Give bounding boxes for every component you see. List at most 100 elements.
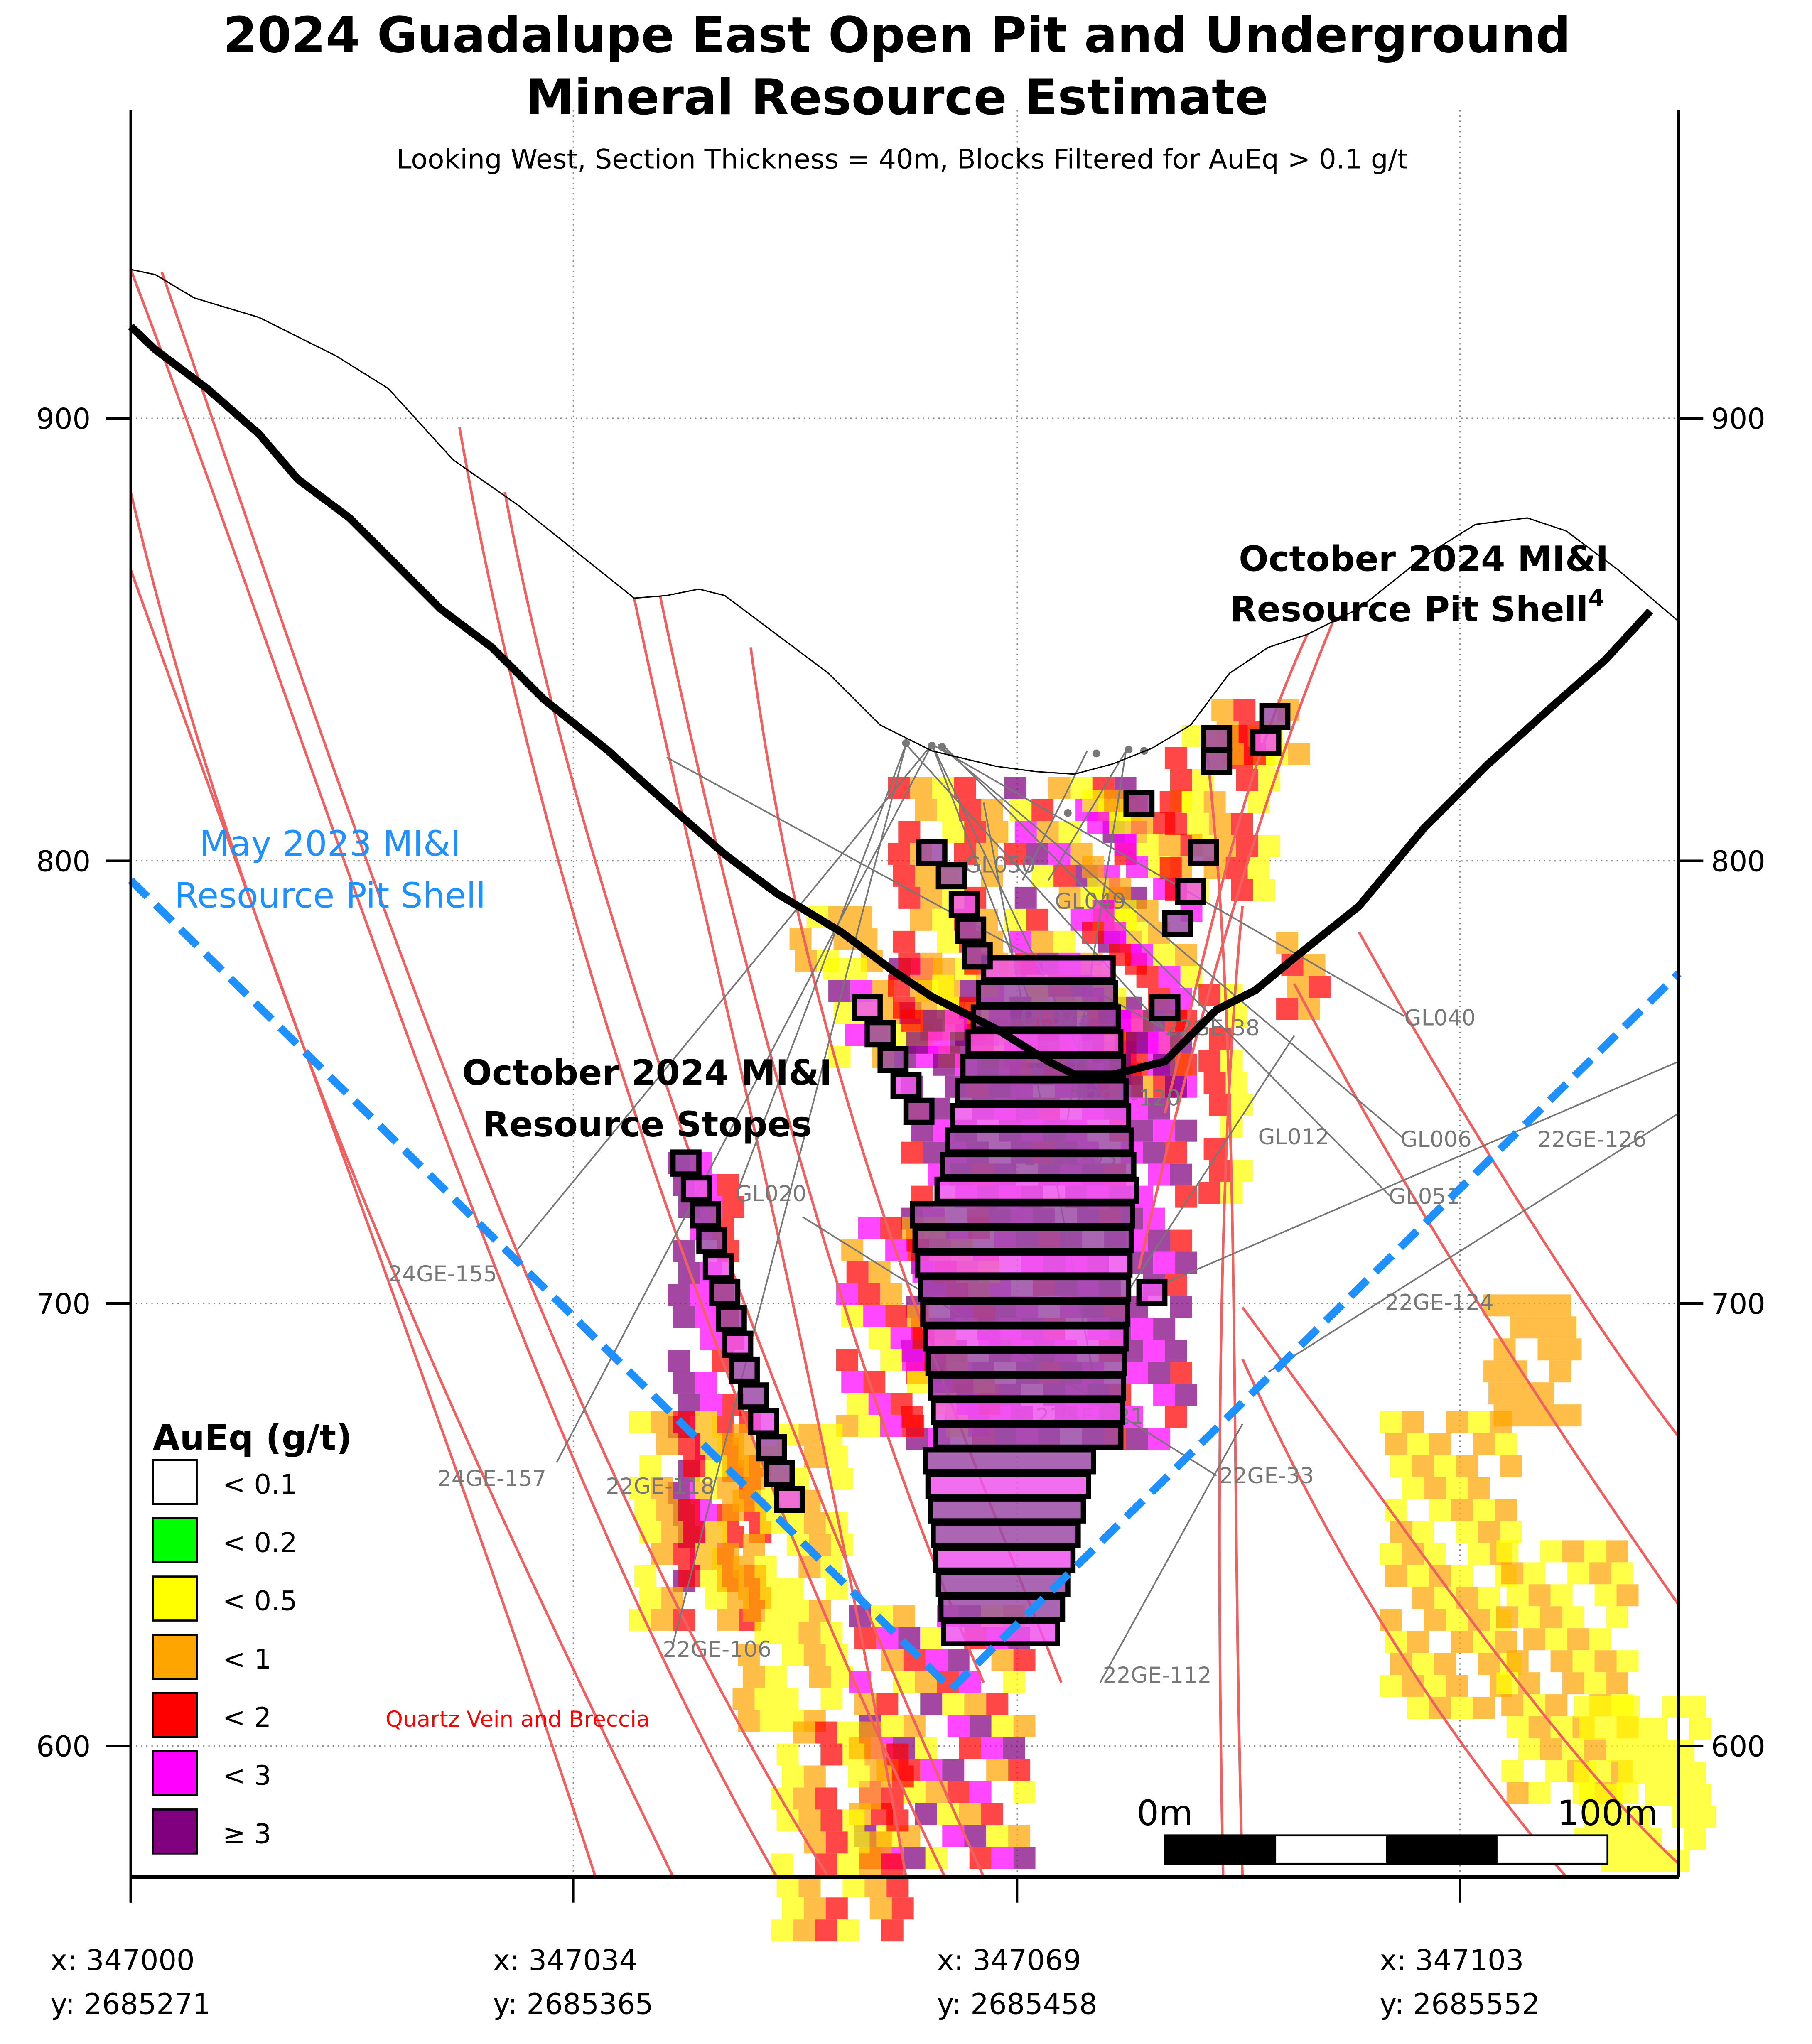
block xyxy=(1584,1806,1606,1828)
block xyxy=(1153,1318,1176,1340)
block xyxy=(634,1565,656,1587)
block xyxy=(893,930,915,953)
block xyxy=(700,1565,722,1587)
block xyxy=(1559,1404,1582,1427)
block xyxy=(1114,834,1137,856)
block xyxy=(743,1534,765,1556)
block xyxy=(1170,1296,1192,1318)
legend-swatch xyxy=(152,1575,198,1622)
block xyxy=(639,1587,662,1609)
block xyxy=(906,1031,928,1054)
block xyxy=(837,1919,859,1942)
legend-title: AuEq (g/t) xyxy=(153,1417,352,1458)
block xyxy=(1181,791,1204,813)
block xyxy=(1143,1207,1165,1230)
block xyxy=(947,1781,970,1803)
stope xyxy=(925,1349,1127,1376)
block xyxy=(964,1693,987,1715)
stope xyxy=(670,1149,702,1177)
block xyxy=(1506,1716,1529,1739)
title-line-1: 2024 Guadalupe East Open Pit and Undergr… xyxy=(223,6,1571,64)
stope xyxy=(940,1152,1137,1180)
block xyxy=(1684,1696,1706,1718)
block xyxy=(1412,1455,1434,1477)
drillhole-label: 22GE-126 xyxy=(1537,1127,1646,1152)
drillhole-label: GL051 xyxy=(1389,1184,1460,1209)
block xyxy=(1618,1762,1640,1784)
block xyxy=(881,1919,904,1942)
block xyxy=(1545,1760,1568,1782)
block xyxy=(1434,1653,1456,1675)
block xyxy=(1451,1499,1473,1521)
vein-line xyxy=(1293,983,1680,1606)
block xyxy=(1501,1562,1524,1585)
block xyxy=(1003,1671,1025,1693)
block xyxy=(1483,1360,1505,1383)
block xyxy=(1506,1782,1529,1804)
block xyxy=(1175,1384,1198,1406)
block xyxy=(1495,1433,1517,1455)
block xyxy=(1165,813,1187,835)
block xyxy=(1672,1806,1694,1828)
x-tick-label-northing: y: 2685458 xyxy=(937,1988,1098,2021)
block xyxy=(858,1415,880,1437)
block xyxy=(776,1622,799,1644)
block xyxy=(1231,1160,1253,1182)
block xyxy=(1532,1316,1554,1339)
block xyxy=(1082,856,1104,878)
block xyxy=(1495,1631,1517,1653)
block xyxy=(820,1809,843,1832)
block xyxy=(1434,1455,1456,1477)
scale-start: 0m xyxy=(1137,1793,1193,1833)
stope xyxy=(737,1382,769,1410)
block xyxy=(673,1543,695,1565)
block xyxy=(798,1423,821,1446)
block xyxy=(1013,1715,1036,1737)
stope xyxy=(1201,725,1233,752)
block xyxy=(1616,1650,1639,1673)
drillhole-label: 22GE-118 xyxy=(606,1474,714,1499)
stope xyxy=(729,1356,760,1384)
block xyxy=(1501,1760,1524,1782)
block xyxy=(881,1853,904,1876)
block xyxy=(915,864,937,887)
block xyxy=(1662,1696,1684,1718)
block xyxy=(639,1521,662,1543)
block xyxy=(668,1284,690,1306)
block xyxy=(858,1217,880,1239)
block xyxy=(847,1765,870,1788)
grid xyxy=(130,110,1679,1877)
vein-line xyxy=(1164,634,1309,1114)
block xyxy=(1579,1718,1601,1740)
block xyxy=(1623,1718,1645,1740)
block xyxy=(1126,1031,1148,1054)
block xyxy=(825,1445,848,1468)
stope xyxy=(961,942,993,970)
x-tick-label-easting: x: 347000 xyxy=(51,1944,195,1977)
block xyxy=(776,1688,799,1710)
stope xyxy=(923,1324,1129,1352)
block xyxy=(841,1239,864,1261)
block xyxy=(1611,1562,1634,1585)
drillhole-label: GL049 xyxy=(1055,889,1126,914)
block xyxy=(1175,1119,1198,1142)
vein-line xyxy=(1218,906,1244,1877)
block xyxy=(1540,1606,1562,1629)
stope xyxy=(864,1020,896,1048)
block xyxy=(986,1693,1009,1715)
block xyxy=(1473,1499,1495,1521)
block xyxy=(920,952,943,975)
block xyxy=(1003,1737,1025,1759)
block xyxy=(759,1710,782,1732)
block xyxy=(803,1512,826,1534)
block xyxy=(898,952,921,975)
block xyxy=(1596,1696,1618,1718)
stope xyxy=(890,1072,922,1099)
block xyxy=(981,1737,1003,1759)
block xyxy=(1233,699,1256,721)
stope xyxy=(935,862,967,890)
block xyxy=(959,799,981,821)
block xyxy=(847,1831,870,1854)
block xyxy=(1211,699,1234,721)
